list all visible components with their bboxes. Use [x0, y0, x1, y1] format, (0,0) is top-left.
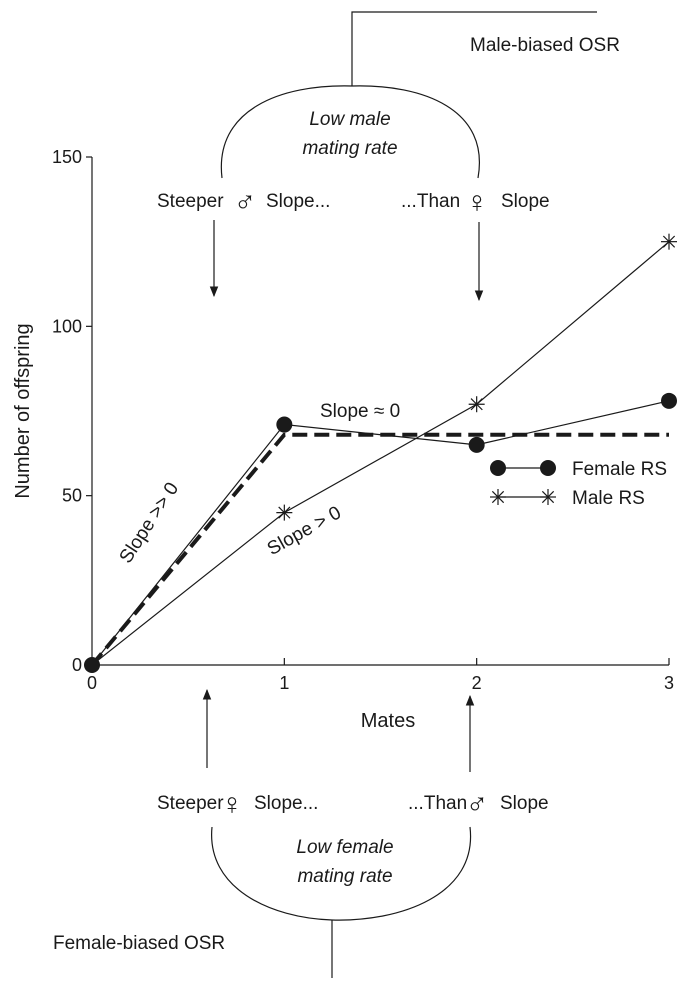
- male-rs-line: [91, 241, 670, 666]
- male-rs-legend-star: [490, 489, 506, 505]
- female-rs-points: [84, 392, 677, 673]
- female-rs-line: [91, 400, 670, 666]
- top-left-suffix: Slope...: [266, 191, 330, 212]
- top-right-prefix: ...Than: [401, 191, 460, 212]
- male-symbol-icon: ♂: [234, 185, 257, 218]
- y-tick-label: 0: [72, 655, 82, 675]
- y-ticks: 0 50 100 150: [52, 147, 92, 675]
- bottom-rate-line1: Low female: [296, 837, 393, 858]
- female-symbol-icon: ♀: [221, 788, 244, 821]
- bottom-right-suffix: Slope: [500, 793, 549, 814]
- slope-greater-label: Slope > 0: [264, 502, 345, 560]
- female-rs-point: [84, 657, 100, 673]
- male-rs-point: [276, 504, 293, 521]
- x-ticks: 0 1 2 3: [87, 658, 674, 693]
- x-axis-label: Mates: [361, 710, 415, 732]
- slope-much-greater-label: Slope >> 0: [116, 479, 184, 568]
- legend-female-marker-right: [540, 460, 556, 476]
- legend-female-label: Female RS: [572, 459, 667, 480]
- legend-male-marker-right: [540, 489, 556, 505]
- x-tick-label: 3: [664, 673, 674, 693]
- bottom-panel: Steeper ♀ Slope... ...Than ♂ Slope Low f…: [53, 688, 549, 978]
- top-osr-label: Male-biased OSR: [470, 35, 620, 56]
- male-rs-point: [661, 233, 677, 250]
- male-symbol-icon: ♂: [466, 787, 489, 820]
- top-panel: Male-biased OSR Low male mating rate Ste…: [157, 11, 620, 302]
- top-bracket-line: [351, 11, 597, 86]
- bottom-left-prefix: Steeper: [157, 793, 224, 814]
- bottom-right-prefix: ...Than: [408, 793, 467, 814]
- bottom-left-suffix: Slope...: [254, 793, 318, 814]
- x-tick-label: 2: [472, 673, 482, 693]
- y-tick-label: 100: [52, 316, 82, 336]
- female-rs-point: [276, 416, 293, 433]
- x-tick-label: 1: [279, 673, 289, 693]
- y-tick-label: 150: [52, 147, 82, 167]
- top-rate-line2: mating rate: [302, 138, 397, 159]
- slope-approx-zero-label: Slope ≈ 0: [320, 401, 400, 422]
- top-left-prefix: Steeper: [157, 191, 224, 212]
- y-axis-label: Number of offspring: [12, 323, 34, 498]
- legend: Female RS Male RS: [490, 459, 667, 509]
- legend-male-marker-left: [490, 489, 506, 505]
- top-arc: [220, 85, 480, 179]
- male-rs-points: [276, 233, 677, 521]
- female-rs-point: [468, 436, 485, 453]
- bottom-rate-line2: mating rate: [297, 866, 392, 887]
- y-tick-label: 50: [62, 486, 82, 506]
- legend-female-marker-left: [490, 460, 506, 476]
- top-right-suffix: Slope: [501, 191, 550, 212]
- female-rs-point: [661, 392, 677, 409]
- x-tick-label: 0: [87, 673, 97, 693]
- legend-male-label: Male RS: [572, 488, 645, 509]
- male-rs-legend-star: [540, 489, 556, 505]
- female-symbol-icon: ♀: [466, 186, 489, 219]
- reference-dashed-line: [90, 432, 669, 667]
- bottom-osr-label: Female-biased OSR: [53, 933, 225, 954]
- top-rate-line1: Low male: [309, 109, 390, 130]
- male-rs-point: [468, 396, 485, 413]
- plot-area: 0 50 100 150 0 1 2 3 Number of offspring Mates…: [12, 147, 677, 732]
